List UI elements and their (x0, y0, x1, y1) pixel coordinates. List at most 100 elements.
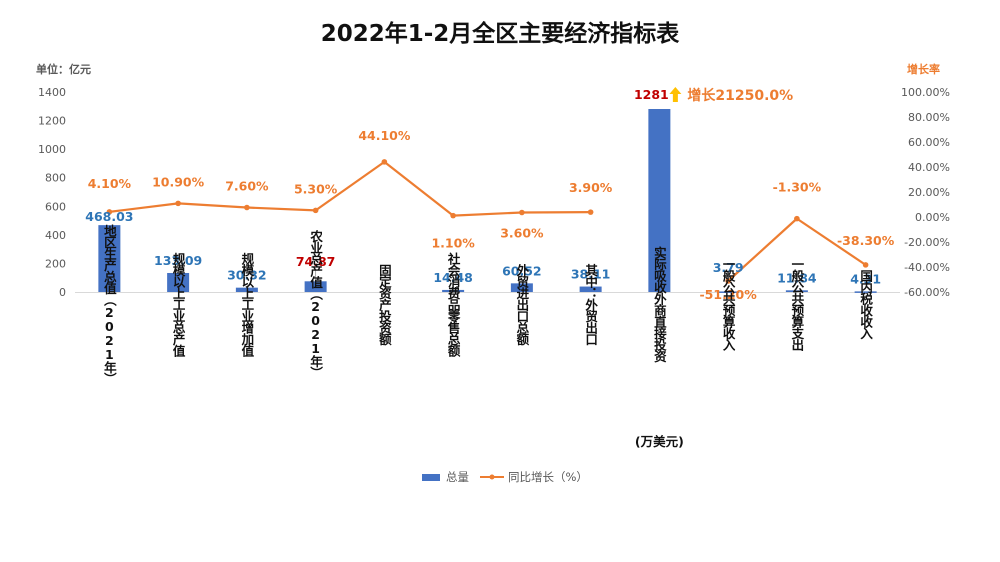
bar (167, 272, 190, 292)
bar (442, 289, 465, 292)
category-label: 其中：外贸出口 (583, 263, 598, 346)
category-label: 农业总产值（2021年） (308, 229, 323, 378)
bar (785, 290, 808, 292)
right-tick-label: 100.00% (901, 86, 950, 99)
growth-line-segment (727, 217, 798, 282)
growth-line-segment (383, 161, 454, 217)
growth-point (106, 209, 113, 215)
legend-bar-swatch (422, 474, 440, 481)
bar (579, 286, 602, 292)
growth-line-segment (178, 202, 247, 209)
left-tick-label: 1000 (38, 143, 66, 156)
bar (854, 291, 877, 293)
growth-point (381, 159, 388, 165)
left-tick-label: 800 (45, 172, 66, 185)
left-tick-label: 600 (45, 200, 66, 213)
right-axis-ticks: -60.00% -40.00% -20.00% 0.00% 20.00% 40.00% 60… (901, 86, 950, 299)
bar (648, 109, 671, 292)
category-label: 一般公共预算收入 (721, 258, 736, 352)
growth-point (312, 207, 319, 214)
bar-series (98, 109, 877, 293)
left-axis-ticks: 0 200 400 600 800 1000 1200 1400 (38, 86, 66, 299)
legend-bar-label: 总量 (446, 470, 469, 484)
bar-value-label: 133.09 (154, 253, 202, 268)
right-axis-unit: 增长率 (907, 62, 940, 76)
growth-value-label: 3.60% (500, 226, 544, 241)
category-label: 国内税收收入 (858, 270, 873, 341)
annotation-text: 增长21250.0% (687, 87, 793, 104)
growth-line-series (106, 159, 869, 284)
legend: 总量 同比增长（%） (422, 470, 588, 484)
legend-line-label: 同比增长（%） (508, 470, 588, 484)
bar-value-label: 30.32 (227, 268, 267, 283)
growth-point (519, 209, 525, 216)
bar (717, 291, 740, 293)
left-tick-label: 1400 (38, 86, 66, 99)
right-tick-label: -40.00% (904, 261, 950, 274)
growth-value-label: -51.20% (699, 287, 757, 302)
chart-title: 2022年1-2月全区主要经济指标表 (320, 21, 680, 47)
growth-line-segment (314, 160, 386, 212)
growth-point (862, 262, 869, 268)
growth-value-label: 1.10% (431, 236, 475, 251)
bar (98, 225, 121, 292)
bar (235, 287, 258, 292)
growth-value-label: 4.10% (88, 176, 132, 191)
bar-value-label: 11.84 (777, 270, 817, 285)
category-label: 社会消费品零售总额 (446, 251, 461, 357)
category-note: (万美元) (635, 434, 684, 449)
bar-value-label: 3.79 (713, 260, 744, 275)
bar-value-labels: 468.03 133.09 30.32 74.87 14.48 60.52 38.11 128… (85, 87, 881, 286)
special-annotation: 增长21250.0% (669, 87, 793, 104)
legend-line-marker (489, 474, 495, 480)
growth-value-label: -1.30% (773, 180, 822, 195)
category-label: 规模以上工业增加值 (239, 251, 254, 357)
bar (510, 283, 533, 292)
bar-value-label: 74.87 (296, 254, 336, 269)
bar-value-label: 4.31 (850, 271, 881, 286)
growth-point (450, 212, 456, 219)
left-axis-unit: 单位：亿元 (36, 62, 91, 76)
growth-value-label: 5.30% (294, 181, 338, 196)
growth-value-label: 44.10% (358, 128, 411, 143)
up-arrow-icon (669, 87, 682, 102)
growth-point (587, 209, 594, 215)
right-tick-label: 20.00% (908, 186, 950, 199)
right-tick-label: 40.00% (908, 161, 950, 174)
right-tick-label: 0.00% (915, 211, 950, 224)
growth-point (175, 200, 181, 207)
growth-line-segment (246, 206, 316, 212)
left-tick-label: 1200 (38, 115, 66, 128)
growth-point (794, 215, 800, 222)
bar-value-label: 1281 (634, 87, 669, 102)
category-label: 一般公共预算支出 (789, 258, 804, 352)
right-tick-label: -60.00% (904, 286, 950, 299)
left-tick-label: 400 (45, 229, 66, 242)
growth-line-segment (453, 211, 522, 217)
category-label: 地区生产总值（2021年） (102, 223, 117, 384)
growth-line-segment (796, 217, 867, 266)
bar-value-label: 60.52 (502, 263, 542, 278)
right-tick-label: 80.00% (908, 111, 950, 124)
bar-value-label: 14.48 (433, 270, 473, 285)
growth-point (725, 278, 731, 284)
growth-value-labels: 4.10% 10.90% 7.60% 5.30% 44.10% 1.10% 3.60% 3.9… (88, 128, 895, 302)
growth-value-label: -38.30% (837, 233, 895, 248)
growth-value-label: 10.90% (152, 174, 205, 189)
growth-point (244, 204, 250, 211)
bar-value-label: 38.11 (571, 267, 611, 282)
category-label: 固定资产投资额 (377, 264, 392, 346)
bar (304, 281, 327, 292)
category-label: 规模以上工业总产值 (171, 251, 186, 357)
category-label: 外贸进出口总额 (514, 263, 529, 346)
category-labels: 地区生产总值（2021年） 规模以上工业总产值 规模以上工业增加值 农业总产值（202… (102, 223, 873, 449)
left-tick-label: 200 (45, 257, 66, 270)
growth-line-segment (109, 202, 179, 213)
category-label: 实际吸收外商直接投资 (652, 246, 667, 364)
growth-value-label: 7.60% (225, 179, 269, 194)
bar-value-label: 468.03 (85, 209, 133, 224)
right-tick-label: 60.00% (908, 136, 950, 149)
growth-value-label: 3.90% (569, 180, 613, 195)
right-tick-label: -20.00% (904, 236, 950, 249)
